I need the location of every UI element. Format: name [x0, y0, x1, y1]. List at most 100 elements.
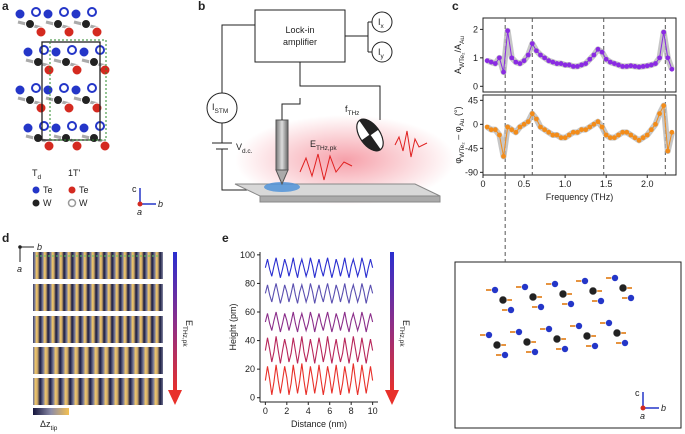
data-point [529, 41, 535, 47]
data-point [657, 111, 662, 117]
y-tick-label: 45 [468, 95, 478, 105]
subscript: Au [459, 118, 466, 126]
atom-te [621, 339, 629, 347]
field-label: ETHz,pk [181, 320, 194, 347]
chopper [356, 118, 384, 152]
data-point [648, 62, 654, 68]
data-point [538, 52, 543, 58]
thz-glow [235, 115, 455, 205]
panel-label: d [2, 231, 9, 245]
atom-te [99, 64, 111, 76]
field-label: ETHz,pk [398, 320, 411, 347]
atom-te [78, 122, 90, 134]
data-point [624, 129, 630, 135]
atom-te [627, 294, 635, 302]
panel-label: b [198, 0, 205, 13]
data-point [644, 132, 650, 138]
data-point [542, 127, 547, 133]
data-point [657, 55, 662, 61]
x-tick-label: 0 [480, 179, 485, 189]
atom-te [507, 306, 515, 314]
atom-te [491, 286, 499, 294]
axis-label: c [132, 184, 137, 194]
legend-atom: Te [79, 185, 89, 195]
y-tick-label: 80 [245, 278, 255, 288]
inset-structure: c a b [480, 274, 666, 421]
crystal-structure: Td 1T' Te W Te Wc a b [14, 7, 163, 217]
panel-label: c [452, 0, 459, 13]
data-point [521, 58, 527, 64]
unit-cell [49, 39, 107, 141]
atom-te [575, 322, 583, 330]
panel-label: e [222, 231, 229, 245]
atom-te [537, 303, 545, 311]
data-point [521, 121, 527, 127]
data-point [640, 135, 646, 141]
gradient-arrow [390, 252, 394, 392]
y-tick-label: -45 [465, 143, 478, 153]
gradient-arrow [173, 252, 177, 392]
arrow-head [168, 390, 182, 405]
wire [221, 24, 255, 93]
axis-label: b [661, 403, 666, 413]
sample-edge [259, 195, 441, 203]
data-point [636, 64, 642, 70]
atom-te [31, 7, 41, 17]
atom-w [81, 19, 91, 29]
x-tick-label: 0.5 [518, 179, 531, 189]
data-point [665, 55, 671, 61]
data-point [570, 63, 576, 69]
atom-te [31, 83, 41, 93]
data-point [579, 127, 584, 133]
data-point [562, 62, 568, 68]
subscript: tip [51, 425, 58, 432]
y-tick-label: 2 [473, 24, 478, 34]
data-point [591, 121, 597, 127]
wire [212, 123, 262, 191]
data-point [558, 61, 564, 66]
legend-phase: 1T' [68, 168, 81, 178]
stm-image [33, 316, 163, 343]
data-point [607, 59, 613, 65]
data-point [616, 62, 621, 68]
subscript: y [381, 53, 385, 60]
y-tick-label: 0 [250, 393, 255, 403]
data-point [669, 66, 675, 72]
atom-te [42, 8, 54, 20]
atom-te [50, 122, 62, 134]
data-point [653, 121, 658, 127]
axis-label: a [17, 264, 22, 274]
atom-te [67, 45, 77, 55]
atom-w [89, 57, 99, 67]
data-point [587, 124, 593, 130]
atom-w [612, 328, 622, 338]
atom-te [545, 325, 553, 333]
text-part: /A [453, 44, 463, 53]
data-point [513, 59, 519, 65]
data-point [566, 62, 572, 68]
subscript: WTe₂ [459, 52, 466, 68]
legend-marker [32, 186, 40, 194]
text-part: (°) [453, 106, 463, 118]
subscript: THz [348, 110, 360, 117]
data-point [653, 61, 658, 66]
atom-w [492, 340, 502, 350]
data-point [644, 63, 650, 69]
data-point [636, 137, 642, 143]
data-point [505, 124, 511, 130]
subscript: d [38, 174, 42, 181]
data-point [620, 63, 626, 69]
x-tick-label: 2 [284, 406, 289, 416]
atom-w [61, 133, 71, 143]
atom-w [33, 57, 43, 67]
frequency-label: fTHz [345, 104, 359, 117]
atom-te [22, 46, 34, 58]
data-point [546, 58, 552, 64]
x-tick-label: 0 [263, 406, 268, 416]
atom-te [485, 331, 493, 339]
legend-marker [32, 199, 40, 207]
text-part: A [453, 68, 463, 74]
data-point [595, 119, 601, 125]
data-point [591, 52, 597, 58]
